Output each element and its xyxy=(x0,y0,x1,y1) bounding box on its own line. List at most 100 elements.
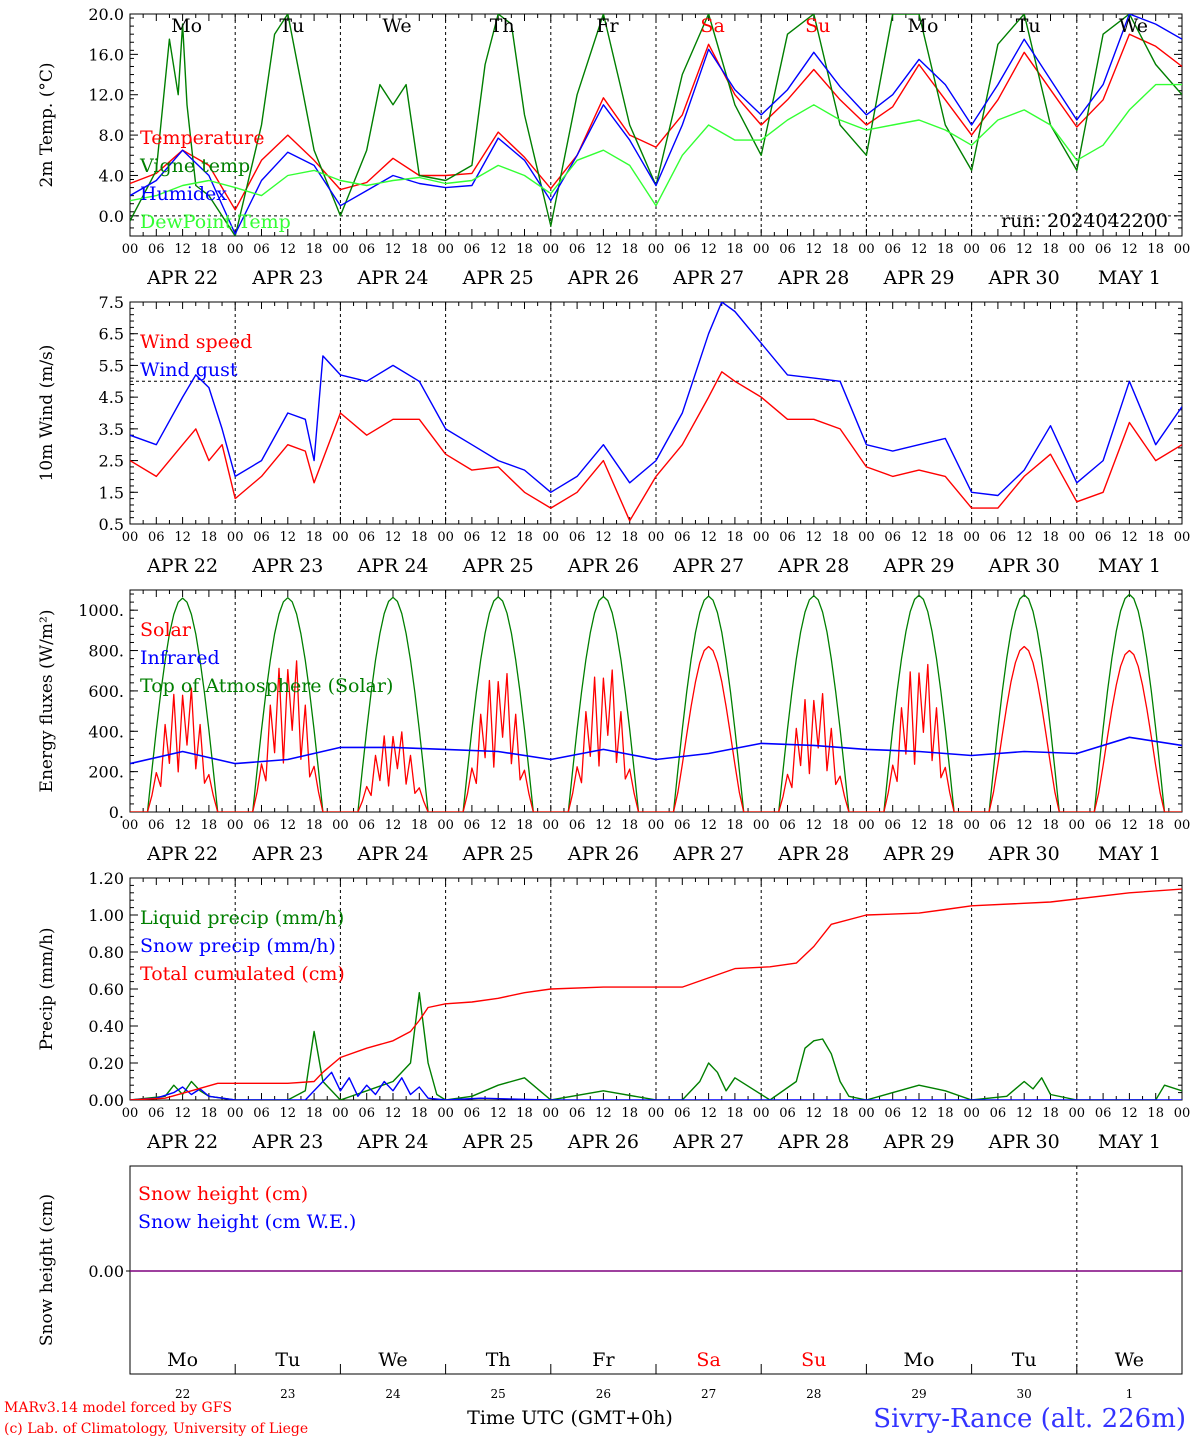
hour-tick-label: 12 xyxy=(490,242,507,257)
hour-tick-label: 00 xyxy=(543,1106,560,1121)
date-label: APR 25 xyxy=(462,1131,534,1153)
date-label: APR 22 xyxy=(146,267,218,289)
hour-tick-label: 06 xyxy=(464,242,481,257)
y-tick-label: 20.0 xyxy=(88,5,124,24)
hour-tick-label: 18 xyxy=(1042,242,1059,257)
date-label: APR 25 xyxy=(462,555,534,577)
hour-tick-label: 00 xyxy=(332,818,349,833)
legend-entry: Solar xyxy=(140,619,192,641)
hour-tick-label: 18 xyxy=(832,818,849,833)
hour-tick-label: 12 xyxy=(806,818,823,833)
date-label: APR 29 xyxy=(882,1131,954,1153)
hour-tick-label: 00 xyxy=(543,818,560,833)
hour-tick-label: 12 xyxy=(174,530,191,545)
hour-tick-label: 06 xyxy=(148,818,165,833)
hour-tick-label: 06 xyxy=(884,530,901,545)
hour-tick-label: 18 xyxy=(306,242,323,257)
hour-tick-label: 06 xyxy=(358,1106,375,1121)
hour-tick-label: 00 xyxy=(332,1106,349,1121)
hour-tick-label: 06 xyxy=(464,530,481,545)
hour-tick-label: 06 xyxy=(884,242,901,257)
day-of-week-label: Th xyxy=(490,15,515,37)
day-of-week-label: Mo xyxy=(904,1349,935,1371)
hour-tick-label: 12 xyxy=(806,530,823,545)
hour-tick-label: 12 xyxy=(700,242,717,257)
hour-tick-label: 18 xyxy=(411,818,428,833)
hour-tick-label: 06 xyxy=(990,530,1007,545)
solar-line xyxy=(340,731,446,812)
date-label: APR 25 xyxy=(462,843,534,865)
hour-tick-label: 06 xyxy=(1095,1106,1112,1121)
day-number-label: 30 xyxy=(1017,1387,1032,1401)
hour-tick-label: 18 xyxy=(937,818,954,833)
day-number-label: 23 xyxy=(280,1387,295,1401)
toa-solar-line xyxy=(340,596,446,812)
legend-entry: Wind speed xyxy=(140,331,252,353)
date-label: APR 28 xyxy=(777,1131,849,1153)
hour-tick-label: 18 xyxy=(832,242,849,257)
hour-tick-label: 00 xyxy=(332,530,349,545)
legend-entry: Liquid precip (mm/h) xyxy=(140,907,344,929)
y-tick-label: 1000. xyxy=(78,601,124,620)
hour-tick-label: 18 xyxy=(1147,1106,1164,1121)
series-line-wind-gust xyxy=(130,302,1182,497)
hour-tick-label: 18 xyxy=(727,242,744,257)
hour-tick-label: 12 xyxy=(1016,530,1033,545)
date-label: APR 26 xyxy=(567,843,639,865)
series-group xyxy=(130,593,1182,812)
y-tick-label: 6.5 xyxy=(99,325,124,344)
day-of-week-label: Mo xyxy=(171,15,202,37)
date-label: APR 28 xyxy=(777,267,849,289)
y-tick-label: 5.5 xyxy=(99,356,124,375)
hour-tick-label: 06 xyxy=(253,818,270,833)
hour-tick-label: 18 xyxy=(516,818,533,833)
hour-tick-label: 00 xyxy=(122,818,139,833)
hour-tick-label: 06 xyxy=(464,1106,481,1121)
footer-copyright-line: (c) Lab. of Climatology, University of L… xyxy=(4,1421,308,1437)
solar-line xyxy=(445,672,551,812)
hour-tick-label: 18 xyxy=(516,530,533,545)
y-tick-label: 0.00 xyxy=(88,1091,124,1110)
hour-tick-label: 00 xyxy=(858,242,875,257)
y-tick-label: 7.5 xyxy=(99,293,124,312)
day-number-label: 28 xyxy=(806,1387,821,1401)
day-number-label: 25 xyxy=(491,1387,506,1401)
date-label: APR 23 xyxy=(251,843,323,865)
hour-tick-label: 12 xyxy=(1016,818,1033,833)
hour-tick-label: 18 xyxy=(832,530,849,545)
hour-tick-label: 06 xyxy=(779,530,796,545)
hour-tick-label: 06 xyxy=(253,530,270,545)
hour-tick-label: 00 xyxy=(963,530,980,545)
day-of-week-label: Fr xyxy=(592,1349,615,1371)
date-label: APR 24 xyxy=(356,1131,428,1153)
hour-tick-label: 00 xyxy=(753,1106,770,1121)
date-label: APR 29 xyxy=(882,267,954,289)
hour-tick-label: 06 xyxy=(779,1106,796,1121)
solar-line xyxy=(761,692,867,812)
hour-tick-label: 00 xyxy=(227,818,244,833)
hour-tick-label: 12 xyxy=(1121,818,1138,833)
y-tick-label: 2.5 xyxy=(99,452,124,471)
day-of-week-label: We xyxy=(378,1349,407,1371)
hour-tick-label: 12 xyxy=(595,242,612,257)
date-label: APR 24 xyxy=(356,843,428,865)
hour-tick-label: 00 xyxy=(332,242,349,257)
day-number-label: 1 xyxy=(1126,1387,1134,1401)
hour-tick-label: 06 xyxy=(569,242,586,257)
y-axis-label: Energy fluxes (W/m²) xyxy=(37,610,57,793)
legend-entry: Snow height (cm) xyxy=(138,1183,308,1205)
hour-tick-label: 06 xyxy=(148,1106,165,1121)
hour-tick-label: 18 xyxy=(937,530,954,545)
y-tick-label: 0.80 xyxy=(88,943,124,962)
hour-tick-label: 12 xyxy=(385,242,402,257)
legend-entry: Infrared xyxy=(140,647,220,669)
y-axis-label: 10m Wind (m/s) xyxy=(37,345,57,482)
footer: MARv3.14 model forced by GFS (c) Lab. of… xyxy=(4,1400,1186,1437)
hour-tick-label: 12 xyxy=(280,242,297,257)
series-line-wind-speed xyxy=(130,371,1182,522)
hour-tick-label: 00 xyxy=(648,530,665,545)
day-of-week-label: Tu xyxy=(1012,1349,1037,1371)
hour-tick-label: 06 xyxy=(779,242,796,257)
hour-tick-label: 12 xyxy=(174,242,191,257)
hour-tick-label: 00 xyxy=(1069,818,1086,833)
